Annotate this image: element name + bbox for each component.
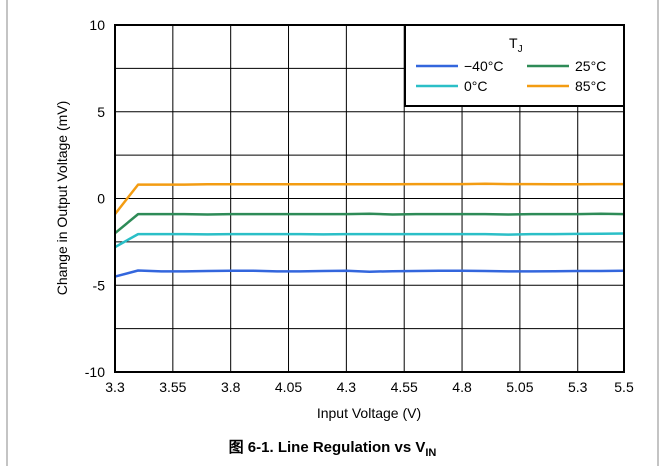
x-tick-label: 3.8 [221, 379, 241, 395]
y-tick-label: -5 [93, 277, 106, 293]
plot-border [114, 24, 625, 373]
series-layer [114, 182, 625, 278]
x-tick-label: 5.05 [506, 379, 533, 395]
x-tick-labels: 3.3 3.55 3.8 4.05 4.3 4.55 4.8 5.05 5.3 5.5 [105, 379, 634, 395]
series-line-1 [114, 212, 625, 235]
y-tick-label: 10 [89, 17, 105, 33]
y-axis-title: Change in Output Voltage (mV) [54, 101, 70, 296]
x-tick-label: 5.5 [614, 379, 634, 395]
series-line-2 [114, 232, 625, 249]
series-line-3 [114, 182, 624, 215]
y-tick-label: -10 [85, 364, 105, 380]
x-tick-label: 4.05 [275, 379, 302, 395]
legend-title: TJ [509, 35, 523, 55]
caption-subscript: IN [425, 447, 437, 459]
y-tick-label: 0 [97, 191, 105, 207]
x-tick-label: 4.8 [452, 379, 472, 395]
legend-label: −40°C [464, 58, 503, 74]
x-axis-title: Input Voltage (V) [317, 405, 421, 421]
legend-label: 25°C [575, 58, 606, 74]
legend-label: 0°C [464, 78, 488, 94]
legend-label: 85°C [575, 78, 606, 94]
x-tick-label: 4.3 [337, 379, 357, 395]
legend: TJ −40°C 25°C 0°C 85°C [404, 24, 625, 107]
figure-caption: 图 6-1. Line Regulation vs VIN [0, 436, 665, 459]
y-tick-label: 5 [97, 104, 105, 120]
y-tick-labels: 10 5 0 -5 -10 [85, 17, 105, 380]
series-line-0 [114, 269, 625, 278]
x-tick-label: 4.55 [391, 379, 418, 395]
x-tick-label: 5.3 [568, 379, 588, 395]
x-tick-label: 3.3 [105, 379, 125, 395]
caption-text: 图 6-1. Line Regulation vs V [228, 439, 426, 456]
x-tick-label: 3.55 [159, 379, 186, 395]
